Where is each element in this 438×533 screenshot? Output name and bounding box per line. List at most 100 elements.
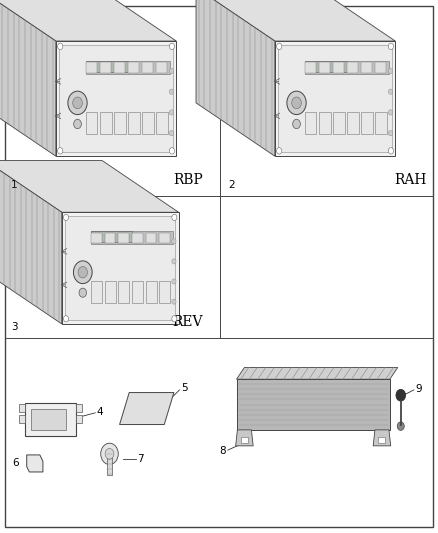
Bar	[132, 233, 142, 244]
Circle shape	[64, 316, 69, 322]
Bar	[114, 112, 126, 134]
Bar	[19, 415, 25, 423]
Circle shape	[170, 148, 174, 154]
Text: 5: 5	[181, 383, 187, 393]
Bar	[347, 112, 359, 134]
Circle shape	[101, 443, 118, 464]
Bar	[361, 112, 373, 134]
Polygon shape	[196, 0, 395, 41]
Circle shape	[169, 89, 173, 94]
Polygon shape	[0, 0, 56, 156]
Bar	[31, 409, 66, 431]
Text: RAH: RAH	[395, 173, 427, 187]
Bar	[319, 62, 330, 73]
Circle shape	[388, 68, 392, 74]
Circle shape	[397, 422, 404, 431]
Bar	[145, 281, 157, 303]
Bar	[319, 112, 331, 134]
Bar	[305, 112, 317, 134]
Polygon shape	[0, 0, 176, 41]
Bar	[275, 41, 395, 156]
Bar	[128, 62, 139, 73]
Bar	[142, 112, 154, 134]
Text: 8: 8	[219, 446, 226, 456]
Circle shape	[172, 239, 176, 244]
Bar	[91, 231, 132, 242]
Bar	[76, 415, 82, 423]
Circle shape	[277, 43, 282, 50]
Bar	[375, 62, 386, 73]
Circle shape	[58, 148, 63, 154]
Bar	[86, 61, 128, 72]
Bar	[333, 62, 344, 73]
Circle shape	[169, 110, 173, 115]
Circle shape	[287, 91, 306, 115]
Bar	[62, 212, 179, 324]
Bar	[60, 45, 173, 152]
Bar	[159, 233, 170, 244]
Polygon shape	[196, 0, 275, 156]
Bar	[132, 281, 143, 303]
Bar	[142, 62, 153, 73]
Polygon shape	[237, 368, 398, 379]
Bar	[76, 404, 82, 413]
Bar	[305, 62, 316, 73]
Bar	[100, 112, 112, 134]
Bar	[100, 62, 111, 73]
Bar	[378, 437, 385, 443]
Bar	[156, 62, 167, 73]
Circle shape	[58, 43, 63, 50]
Circle shape	[172, 259, 176, 264]
Circle shape	[169, 68, 173, 74]
Circle shape	[396, 389, 406, 401]
Circle shape	[388, 148, 393, 154]
Polygon shape	[236, 430, 253, 446]
Text: REV: REV	[172, 315, 203, 329]
Bar	[91, 231, 173, 244]
Bar	[305, 61, 389, 74]
Bar	[56, 41, 176, 156]
Bar	[237, 379, 390, 430]
Bar	[118, 281, 129, 303]
Polygon shape	[0, 160, 179, 212]
Bar	[375, 112, 387, 134]
Text: 2: 2	[228, 180, 234, 190]
Bar	[241, 437, 248, 443]
Text: 3: 3	[11, 322, 18, 332]
Bar	[156, 112, 168, 134]
Polygon shape	[120, 392, 174, 424]
Circle shape	[388, 131, 392, 136]
Circle shape	[172, 214, 177, 221]
Bar	[114, 62, 125, 73]
Circle shape	[79, 288, 87, 297]
Text: 4: 4	[96, 407, 103, 417]
Bar	[86, 62, 97, 73]
Bar	[86, 61, 170, 74]
Bar	[118, 233, 129, 244]
Polygon shape	[373, 430, 391, 446]
Circle shape	[74, 119, 81, 128]
Circle shape	[292, 97, 301, 109]
Bar	[361, 62, 372, 73]
Polygon shape	[0, 160, 62, 324]
Text: 1: 1	[11, 180, 18, 190]
Bar	[159, 281, 170, 303]
Circle shape	[73, 97, 82, 109]
Bar	[145, 233, 156, 244]
Bar	[25, 403, 76, 436]
Circle shape	[64, 214, 69, 221]
Bar	[86, 112, 98, 134]
Circle shape	[388, 110, 392, 115]
Bar	[91, 281, 102, 303]
Text: 6: 6	[12, 458, 19, 469]
Polygon shape	[27, 455, 43, 472]
Bar	[347, 62, 358, 73]
Bar	[333, 112, 345, 134]
Circle shape	[74, 261, 92, 284]
Circle shape	[78, 266, 88, 278]
Text: RBP: RBP	[173, 173, 203, 187]
Text: 7: 7	[137, 454, 144, 464]
Circle shape	[277, 148, 282, 154]
Bar	[279, 45, 392, 152]
Bar	[65, 216, 175, 320]
